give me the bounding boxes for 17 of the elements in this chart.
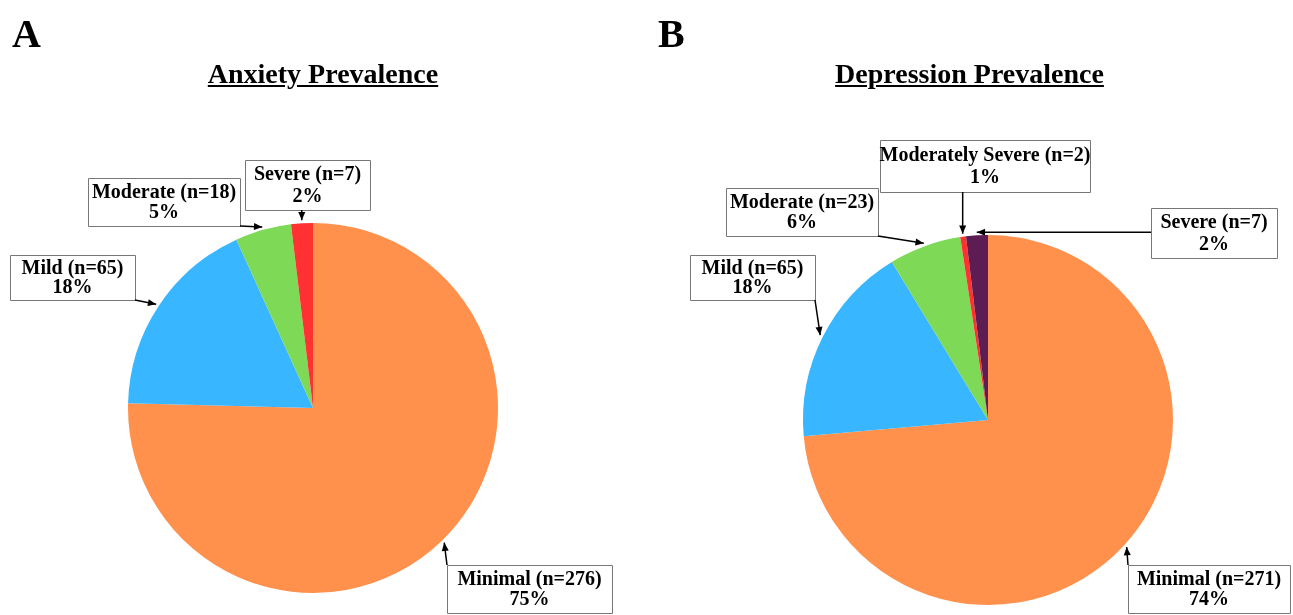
slice-label: Minimal (n=271) — [1136, 566, 1282, 590]
data-label: 1% — [970, 165, 1000, 188]
text: A — [12, 10, 41, 57]
slice-label: Severe (n=7) — [1160, 210, 1268, 234]
text: B — [658, 10, 685, 57]
slice-label: Severe (n=7) — [253, 162, 362, 186]
slice-label: Moderate (n=18) — [91, 179, 237, 203]
slice-label: Moderate (n=23) — [729, 189, 875, 213]
chart-title: Depression Prevalence — [834, 58, 1105, 90]
chart-title: Anxiety Prevalence — [206, 58, 440, 90]
slice-label: Mild (n=65) — [701, 255, 804, 279]
data-label: 5% — [149, 200, 179, 223]
slice-label: Minimal (n=276) — [457, 566, 602, 590]
slice-label: Mild (n=65) — [21, 255, 124, 279]
data-label: 6% — [787, 210, 817, 233]
data-label: 2% — [292, 183, 323, 206]
slice-label: Moderately Severe (n=2) — [879, 142, 1091, 166]
